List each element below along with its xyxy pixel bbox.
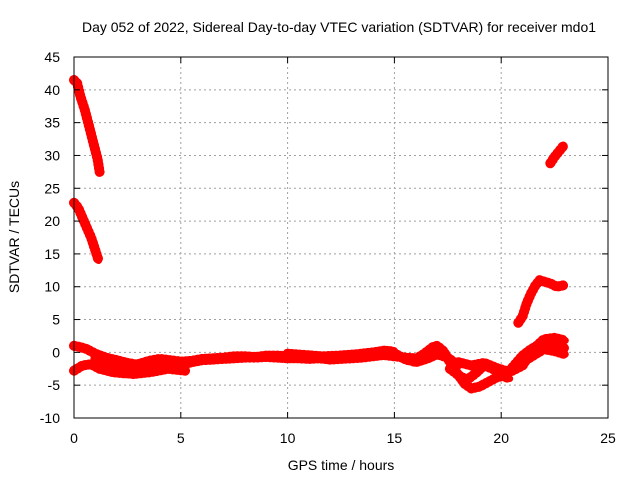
y-axis-title: SDTVAR / TECUs	[6, 181, 22, 293]
y-tick-label: 15	[44, 246, 60, 262]
series-markers-arc-l	[453, 332, 571, 378]
y-tick-label: 30	[44, 147, 60, 163]
x-tick-label: 5	[177, 430, 185, 446]
series-markers-arc-b	[69, 197, 104, 266]
x-axis-title: GPS time / hours	[288, 457, 395, 473]
y-tick-label: 20	[44, 213, 60, 229]
x-tick-labels: 0 5 10 15 20 25	[70, 430, 616, 446]
y-tick-label: -5	[48, 377, 61, 393]
y-tick-label: 25	[44, 180, 60, 196]
series-markers-arc-n	[513, 275, 569, 328]
series-markers-arc-o	[545, 141, 569, 169]
axis-ticks	[73, 56, 609, 419]
plot-frame	[73, 56, 609, 419]
series-markers-arc-m	[517, 344, 571, 368]
chart-title: Day 052 of 2022, Sidereal Day-to-day VTE…	[82, 19, 596, 35]
y-tick-label: 45	[44, 49, 60, 65]
series-layer	[69, 75, 571, 394]
y-tick-label: 5	[52, 312, 60, 328]
y-tick-label: 40	[44, 82, 60, 98]
x-tick-label: 20	[493, 430, 509, 446]
y-tick-label: 0	[52, 344, 60, 360]
y-tick-label: 35	[44, 115, 60, 131]
x-tick-label: 0	[70, 430, 78, 446]
y-tick-label: 10	[44, 279, 60, 295]
series-markers-arc-a	[69, 75, 105, 177]
y-tick-labels: -10 -5 0 5 10 15 20 25 30 35 40 45	[40, 49, 60, 426]
x-tick-label: 15	[387, 430, 403, 446]
x-tick-label: 10	[280, 430, 296, 446]
y-tick-label: -10	[40, 410, 60, 426]
x-tick-label: 25	[600, 430, 616, 446]
